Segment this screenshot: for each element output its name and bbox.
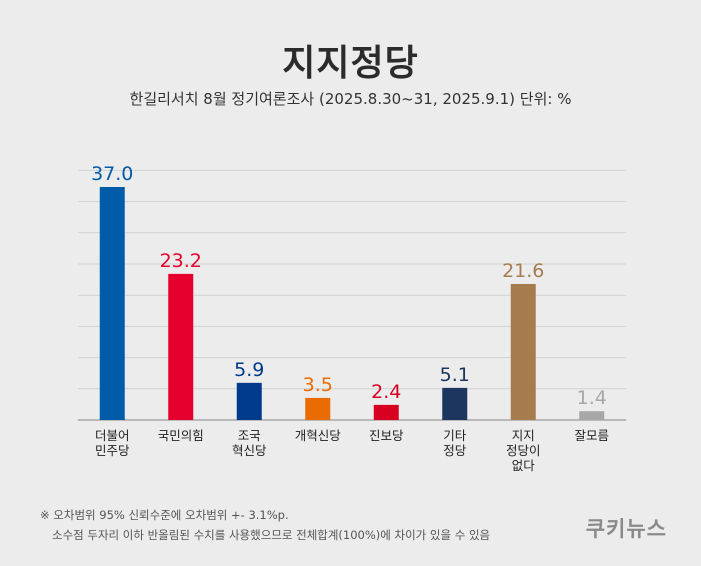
footnote-rounding: 소수점 두자리 이하 반올림된 수치를 사용했으므로 전체합계(100%)에 차… (52, 528, 491, 542)
category-label: 개혁신당 (295, 428, 342, 443)
bar (305, 397, 331, 420)
chart-title: 지지정당 (282, 43, 419, 84)
category-label-line: 잘모름 (574, 428, 609, 443)
category-label-line: 지지 (512, 428, 535, 443)
bar (442, 387, 468, 420)
value-label: 23.2 (160, 250, 202, 272)
gridlines (78, 169, 626, 421)
category-label-line: 혁신당 (232, 443, 267, 458)
category-label: 국민의힘 (158, 428, 204, 443)
bar (373, 404, 399, 420)
value-label: 5.9 (234, 359, 264, 381)
brand-logo: 쿠키뉴스 (585, 517, 667, 541)
bar (168, 273, 194, 420)
category-label: 잘모름 (574, 428, 609, 443)
chart-subtitle: 한길리서치 8월 정기여론조사 (2025.8.30~31, 2025.9.1)… (129, 90, 572, 108)
value-label: 21.6 (502, 260, 544, 282)
category-label-line: 개혁신당 (295, 428, 342, 443)
category-label-line: 기타 (443, 428, 467, 443)
category-label: 기타 정당 (443, 428, 467, 458)
footnote-margin-of-error: ※ 오차범위 95% 신뢰수준에 오차범위 +- 3.1%p. (40, 508, 289, 522)
category-label-line: 국민의힘 (158, 428, 204, 443)
bars (99, 187, 605, 420)
value-label: 3.5 (303, 374, 333, 396)
value-labels: 37.0 23.2 5.9 3.5 2.4 5.1 21.6 1.4 (91, 163, 607, 409)
category-label-line: 정당이 (506, 443, 541, 458)
category-label: 지지 정당이 없다 (506, 428, 541, 473)
category-label: 진보당 (369, 428, 404, 443)
value-label: 37.0 (91, 163, 133, 185)
category-label: 조국 혁신당 (232, 428, 267, 458)
category-label-line: 조국 (238, 428, 261, 443)
bar (579, 411, 605, 420)
footnotes: ※ 오차범위 95% 신뢰수준에 오차범위 +- 3.1%p. 소수점 두자리 … (40, 505, 490, 545)
category-label-line: 정당 (443, 443, 467, 458)
value-label: 1.4 (577, 387, 607, 409)
category-label-line: 더불어 (95, 428, 130, 443)
bar (510, 283, 536, 420)
bar-chart: 37.0 23.2 5.9 3.5 2.4 5.1 21.6 1.4 더불어 민주당 국민의힘 조국… (78, 163, 626, 473)
category-label-line: 없다 (512, 458, 536, 473)
category-label-line: 진보당 (369, 428, 404, 443)
bar (236, 382, 262, 420)
bar (99, 187, 125, 420)
value-label: 5.1 (440, 364, 470, 386)
value-label: 2.4 (371, 381, 401, 403)
category-label-line: 민주당 (95, 443, 130, 458)
category-label: 더불어 민주당 (95, 428, 130, 458)
category-labels: 더불어 민주당 국민의힘 조국 혁신당 개혁신당 진보당 기타 정당 지지 정당이 없다 잘모름 (95, 428, 609, 473)
